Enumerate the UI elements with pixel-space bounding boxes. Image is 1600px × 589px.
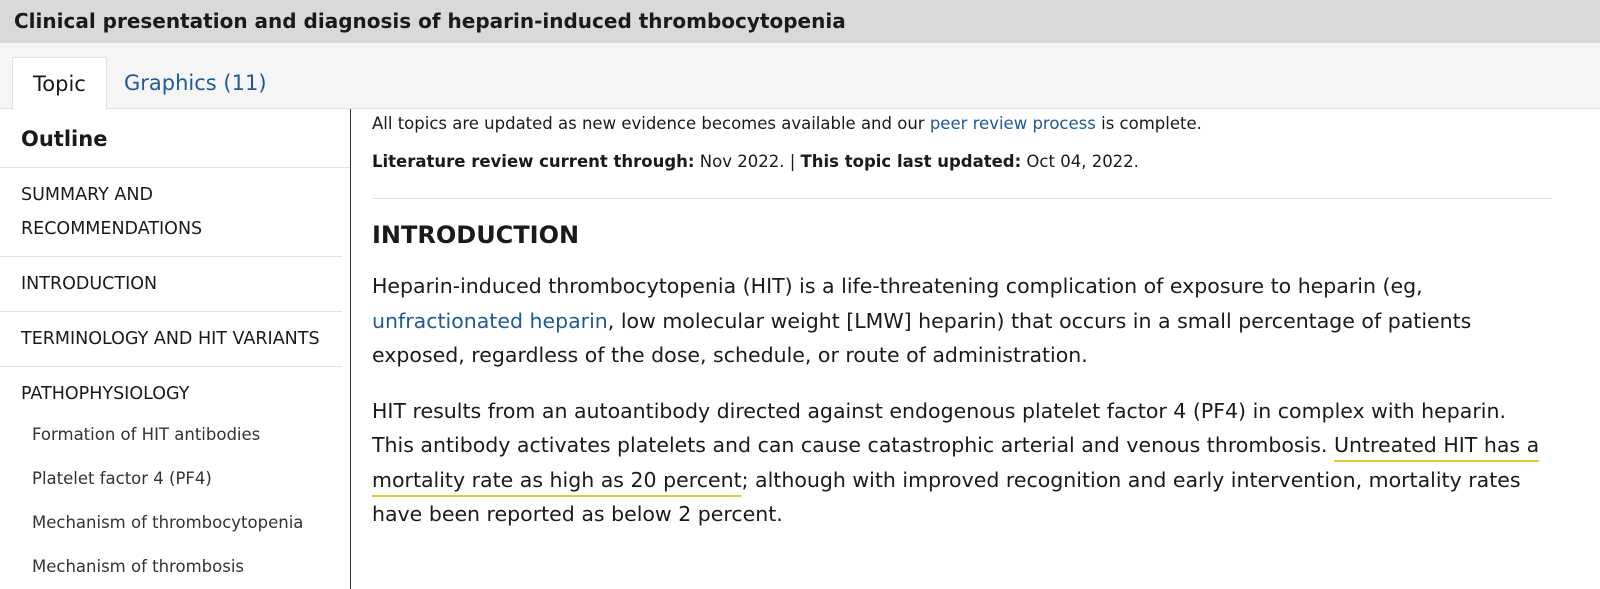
content: All topics are updated as new evidence b…	[372, 109, 1552, 553]
link[interactable]: unfractionated heparin	[372, 308, 608, 333]
outline-subitem[interactable]: Formation of HIT antibodies	[32, 425, 261, 444]
section-heading: INTRODUCTION	[372, 221, 580, 249]
link[interactable]: peer review process	[929, 114, 1096, 133]
text: HIT results from an autoantibody directe…	[372, 398, 1506, 458]
notice: All topics are updated as new evidence b…	[372, 114, 1552, 134]
text: All topics are updated as new evidence b…	[372, 114, 930, 133]
page-title: Clinical presentation and diagnosis of h…	[0, 0, 1600, 43]
paragraph: HIT results from an autoantibody directe…	[372, 394, 1552, 532]
value: Nov 2022. |	[694, 152, 801, 171]
dates: Literature review current through: Nov 2…	[372, 152, 1552, 172]
value: Oct 04, 2022.	[1021, 152, 1139, 171]
outline-subitem[interactable]: Mechanism of thrombocytopenia	[32, 513, 304, 532]
paragraph: Heparin-induced thrombocytopenia (HIT) i…	[372, 269, 1552, 373]
text: ; although with improved recognition and…	[372, 467, 1521, 527]
label: Literature review current through:	[372, 152, 695, 171]
outline-item[interactable]: INTRODUCTION	[0, 257, 342, 312]
tab-graphics[interactable]: Graphics (11)	[124, 71, 267, 95]
highlight: Untreated HIT has a mortality rate as hi…	[372, 433, 1540, 492]
outline-subitem[interactable]: Mechanism of thrombosis	[32, 557, 244, 576]
tab-topic[interactable]: Topic	[12, 57, 107, 110]
tab-bar: Topic Graphics (11)	[0, 43, 1600, 110]
outline-item[interactable]: SUMMARY AND RECOMMENDATIONS	[0, 168, 342, 257]
outline-item[interactable]: PATHOPHYSIOLOGY	[21, 384, 190, 404]
text: is complete.	[1095, 114, 1202, 133]
outline-title: Outline	[0, 109, 350, 168]
text: , low molecular weight [LMW] heparin) th…	[372, 308, 1472, 368]
outline: Outline SUMMARY AND RECOMMENDATIONS INTR…	[0, 109, 351, 589]
divider	[372, 198, 1552, 199]
outline-subitem[interactable]: Platelet factor 4 (PF4)	[32, 469, 212, 488]
text: Heparin-induced thrombocytopenia (HIT) i…	[372, 274, 1423, 298]
outline-item[interactable]: TERMINOLOGY AND HIT VARIANTS	[0, 312, 342, 367]
label: This topic last updated:	[800, 152, 1022, 171]
